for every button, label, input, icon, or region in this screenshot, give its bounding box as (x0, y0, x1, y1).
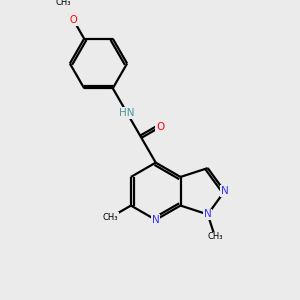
Text: O: O (156, 122, 164, 132)
Text: HN: HN (119, 108, 135, 118)
Text: N: N (152, 215, 160, 225)
Text: N: N (204, 209, 212, 219)
Text: CH₃: CH₃ (56, 0, 71, 7)
Text: O: O (70, 15, 77, 25)
Text: N: N (221, 186, 228, 196)
Text: CH₃: CH₃ (207, 232, 223, 241)
Text: CH₃: CH₃ (103, 213, 118, 222)
